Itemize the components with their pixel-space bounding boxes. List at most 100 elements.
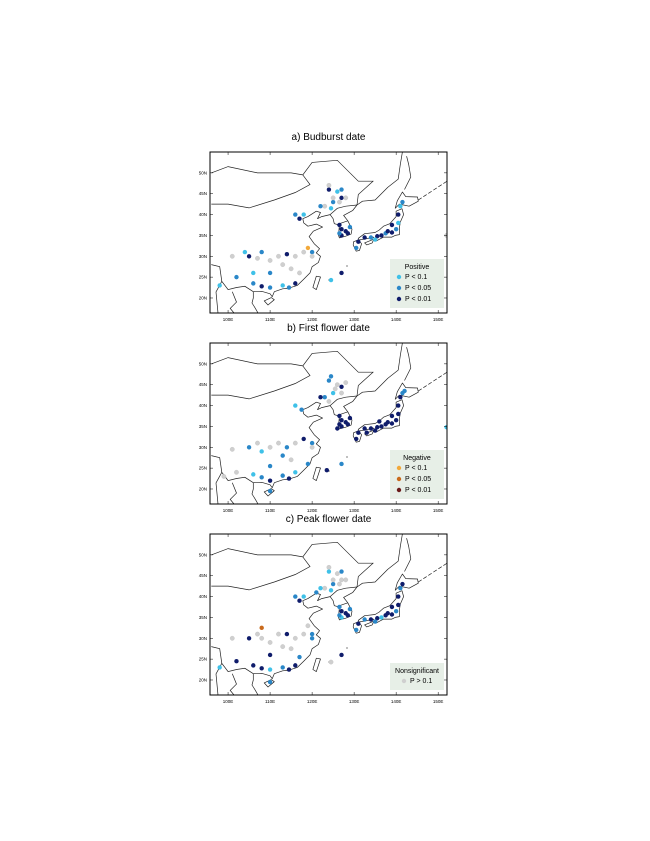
station bbox=[217, 283, 222, 288]
station bbox=[251, 270, 256, 276]
station bbox=[339, 187, 344, 192]
legend-box bbox=[390, 663, 444, 690]
station bbox=[372, 619, 378, 624]
station bbox=[259, 625, 264, 631]
y-tick-label: 20N bbox=[199, 295, 207, 300]
map-body bbox=[210, 343, 447, 504]
y-tick-label: 40N bbox=[199, 594, 207, 599]
y-tick-label: 45N bbox=[199, 191, 207, 196]
x-tick-label: 150E bbox=[433, 699, 444, 704]
station bbox=[284, 631, 290, 637]
y-tick-label: 25N bbox=[199, 275, 207, 280]
station bbox=[284, 445, 290, 450]
station bbox=[354, 627, 359, 633]
station bbox=[292, 440, 298, 446]
station bbox=[297, 598, 302, 603]
station bbox=[293, 663, 298, 668]
station bbox=[393, 608, 399, 614]
station bbox=[259, 475, 264, 480]
legend: Nonsignificant P > 0.1 bbox=[390, 663, 444, 690]
legend-label: P < 0.1 bbox=[405, 274, 427, 281]
station bbox=[234, 274, 239, 280]
station bbox=[362, 235, 367, 240]
station bbox=[343, 195, 349, 201]
station bbox=[297, 270, 302, 276]
panel-title: a) Budburst date bbox=[292, 132, 366, 143]
station bbox=[267, 270, 273, 276]
legend-swatch bbox=[396, 274, 402, 280]
station bbox=[337, 613, 342, 618]
station bbox=[444, 425, 447, 430]
station bbox=[326, 565, 332, 570]
station bbox=[267, 258, 273, 263]
station bbox=[286, 285, 292, 290]
x-tick-label: 150E bbox=[433, 508, 444, 513]
station bbox=[326, 183, 332, 188]
station bbox=[396, 411, 401, 417]
station bbox=[400, 581, 405, 587]
map-body bbox=[210, 152, 447, 313]
station bbox=[343, 380, 349, 385]
station bbox=[326, 569, 332, 574]
station bbox=[217, 665, 222, 670]
x-tick-label: 130E bbox=[349, 699, 360, 704]
map-body bbox=[210, 534, 447, 695]
station bbox=[337, 222, 342, 228]
station bbox=[396, 212, 401, 217]
legend-title: Positive bbox=[405, 264, 430, 271]
legend-swatch bbox=[396, 476, 402, 482]
station bbox=[354, 436, 359, 442]
station bbox=[389, 421, 395, 426]
station bbox=[276, 631, 281, 637]
station bbox=[400, 199, 405, 205]
station bbox=[396, 220, 401, 226]
station bbox=[246, 254, 252, 259]
y-tick-label: 40N bbox=[199, 403, 207, 408]
station bbox=[280, 453, 285, 458]
station bbox=[267, 652, 273, 658]
x-tick-label: 110E bbox=[265, 699, 275, 704]
x-tick-label: 110E bbox=[265, 317, 275, 322]
station bbox=[330, 390, 336, 396]
station bbox=[309, 636, 315, 641]
station bbox=[402, 388, 407, 394]
station bbox=[267, 444, 273, 450]
station bbox=[267, 488, 273, 494]
station bbox=[251, 663, 256, 668]
station bbox=[229, 635, 235, 641]
station bbox=[305, 461, 311, 467]
x-tick-label: 110E bbox=[265, 508, 275, 513]
station bbox=[229, 447, 235, 452]
station bbox=[255, 440, 260, 446]
legend-title: Negative bbox=[403, 455, 431, 462]
legend-label: P < 0.01 bbox=[405, 487, 431, 494]
station bbox=[246, 445, 252, 450]
station bbox=[309, 253, 315, 259]
station bbox=[396, 594, 401, 599]
station bbox=[267, 478, 273, 483]
station bbox=[396, 602, 401, 608]
legend-swatch bbox=[396, 465, 402, 471]
station bbox=[335, 189, 340, 194]
frame bbox=[209, 342, 448, 505]
station bbox=[292, 253, 298, 259]
station bbox=[339, 195, 344, 201]
station bbox=[375, 616, 380, 621]
station bbox=[345, 231, 351, 236]
station bbox=[377, 419, 382, 424]
station bbox=[267, 640, 273, 645]
map-panel: 100E 110E 120E 130E 140E 150E 20N 25N 30N 35N 40N 4… bbox=[199, 533, 448, 704]
station bbox=[330, 577, 336, 583]
station bbox=[389, 222, 395, 228]
station bbox=[259, 666, 264, 671]
y-tick-label: 35N bbox=[199, 424, 207, 429]
station bbox=[297, 216, 302, 221]
station bbox=[385, 229, 390, 234]
x-tick-label: 100E bbox=[223, 699, 234, 704]
station bbox=[259, 284, 264, 289]
station bbox=[276, 440, 281, 446]
station bbox=[251, 472, 256, 477]
station bbox=[286, 476, 292, 481]
legend: Negative P < 0.1 P < 0.05 P < 0.01 bbox=[390, 450, 444, 499]
